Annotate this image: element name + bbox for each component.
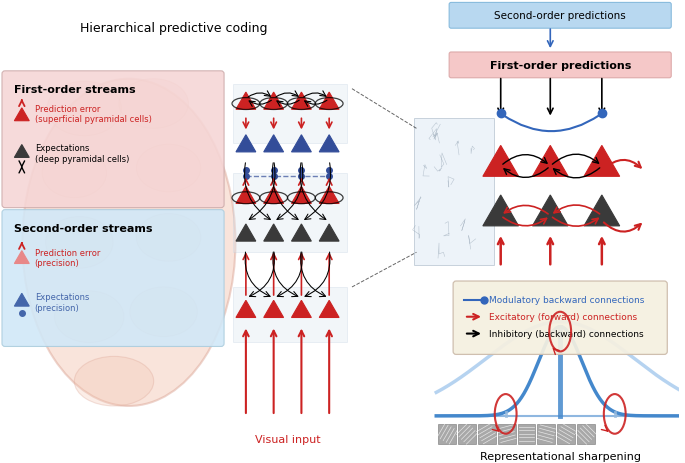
Ellipse shape xyxy=(46,217,113,269)
Polygon shape xyxy=(319,93,339,110)
Polygon shape xyxy=(532,146,568,177)
Polygon shape xyxy=(319,225,339,242)
Text: Expectations
(deep pyramidal cells): Expectations (deep pyramidal cells) xyxy=(35,144,129,163)
Ellipse shape xyxy=(130,288,197,337)
Polygon shape xyxy=(14,145,29,158)
Bar xyxy=(233,174,347,253)
Polygon shape xyxy=(264,136,284,153)
FancyBboxPatch shape xyxy=(449,53,671,79)
Bar xyxy=(233,288,347,342)
Bar xyxy=(478,424,496,444)
Polygon shape xyxy=(319,136,339,153)
Polygon shape xyxy=(14,109,29,121)
Polygon shape xyxy=(292,136,311,153)
Polygon shape xyxy=(584,146,620,177)
Polygon shape xyxy=(483,195,519,226)
Polygon shape xyxy=(264,225,284,242)
Polygon shape xyxy=(14,251,29,264)
Ellipse shape xyxy=(136,145,201,192)
FancyBboxPatch shape xyxy=(2,210,224,347)
Ellipse shape xyxy=(23,80,236,406)
Text: Prediction error
(precision): Prediction error (precision) xyxy=(35,248,100,267)
Polygon shape xyxy=(584,195,620,226)
FancyBboxPatch shape xyxy=(449,3,671,29)
Text: Modulatory backward connections: Modulatory backward connections xyxy=(489,296,644,305)
Text: Second-order predictions: Second-order predictions xyxy=(495,11,626,21)
Polygon shape xyxy=(14,294,29,307)
Polygon shape xyxy=(236,187,256,204)
Text: Second-order streams: Second-order streams xyxy=(14,223,152,233)
Bar xyxy=(498,424,516,444)
Bar xyxy=(414,119,494,266)
Bar xyxy=(438,424,456,444)
Bar xyxy=(458,424,476,444)
Ellipse shape xyxy=(55,291,124,343)
Bar xyxy=(518,424,536,444)
Text: Excitatory (forward) connections: Excitatory (forward) connections xyxy=(489,313,637,321)
Ellipse shape xyxy=(119,80,188,129)
Ellipse shape xyxy=(42,149,107,198)
Ellipse shape xyxy=(75,357,153,406)
Text: Inhibitory (backward) connections: Inhibitory (backward) connections xyxy=(489,329,643,338)
Polygon shape xyxy=(292,300,311,318)
Text: Expectations
(precision): Expectations (precision) xyxy=(35,293,89,312)
Text: First-order predictions: First-order predictions xyxy=(490,61,631,71)
Polygon shape xyxy=(236,93,256,110)
Polygon shape xyxy=(236,136,256,153)
Bar xyxy=(557,424,575,444)
Polygon shape xyxy=(236,225,256,242)
Text: Prediction error
(superficial pyramidal cells): Prediction error (superficial pyramidal … xyxy=(35,105,151,124)
Text: Representational sharpening: Representational sharpening xyxy=(479,450,640,461)
Polygon shape xyxy=(319,187,339,204)
Text: Visual input: Visual input xyxy=(255,434,321,444)
Ellipse shape xyxy=(47,82,121,137)
Polygon shape xyxy=(292,93,311,110)
Bar xyxy=(577,424,595,444)
Polygon shape xyxy=(236,300,256,318)
Polygon shape xyxy=(292,187,311,204)
Bar xyxy=(233,85,347,144)
Polygon shape xyxy=(532,195,568,226)
Bar xyxy=(538,424,556,444)
Polygon shape xyxy=(483,146,519,177)
Polygon shape xyxy=(264,93,284,110)
Text: First-order streams: First-order streams xyxy=(14,85,136,94)
Text: Hierarchical predictive coding: Hierarchical predictive coding xyxy=(79,22,267,35)
Polygon shape xyxy=(292,225,311,242)
Polygon shape xyxy=(319,300,339,318)
FancyBboxPatch shape xyxy=(453,282,667,355)
FancyBboxPatch shape xyxy=(2,72,224,208)
Polygon shape xyxy=(264,300,284,318)
Ellipse shape xyxy=(136,214,201,262)
Polygon shape xyxy=(264,187,284,204)
